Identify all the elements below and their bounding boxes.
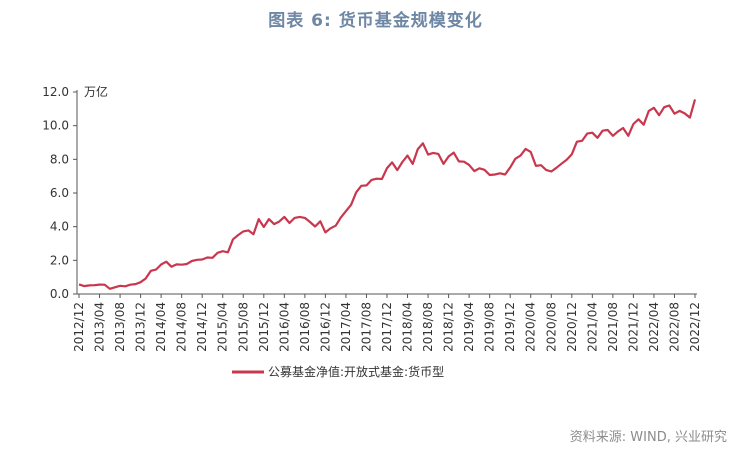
y-tick-label: 8.0: [50, 152, 69, 166]
x-tick-label: 2012/12: [72, 302, 86, 352]
x-tick-label: 2018/12: [442, 302, 456, 352]
x-tick-label: 2018/04: [401, 302, 415, 352]
x-tick-label: 2013/12: [134, 302, 148, 352]
y-tick-label: 12.0: [42, 85, 69, 99]
x-tick-label: 2015/08: [236, 302, 250, 352]
y-tick-label: 0.0: [50, 287, 69, 301]
x-tick-label: 2018/08: [421, 302, 435, 352]
x-tick-label: 2014/08: [175, 302, 189, 352]
y-tick-label: 2.0: [50, 253, 69, 267]
y-unit-label: 万亿: [84, 84, 108, 99]
x-axis: 2012/12 2013/04 2013/08 2013/12 2014/04 2014/…: [72, 293, 702, 352]
x-tick-label: 2015/12: [257, 302, 271, 352]
x-tick-label: 2022/12: [688, 302, 702, 352]
x-tick-label: 2016/08: [298, 302, 312, 352]
x-tick-label: 2019/12: [503, 302, 517, 352]
x-tick-label: 2022/04: [647, 302, 661, 352]
x-tick-label: 2017/04: [339, 302, 353, 352]
y-tick-label: 10.0: [42, 119, 69, 133]
x-tick-label: 2022/08: [667, 302, 681, 352]
x-tick-label: 2020/12: [565, 302, 579, 352]
legend: 公募基金净值:开放式基金:货币型: [232, 364, 444, 379]
series-line: [78, 99, 697, 290]
x-tick-label: 2019/08: [483, 302, 497, 352]
x-tick-label: 2015/04: [216, 302, 230, 352]
x-tick-label: 2014/12: [195, 302, 209, 352]
x-tick-label: 2017/12: [380, 302, 394, 352]
x-tick-label: 2013/04: [93, 302, 107, 352]
x-tick-label: 2016/04: [277, 302, 291, 352]
source-note: 资料来源: WIND, 兴业研究: [569, 430, 727, 445]
x-tick-label: 2016/12: [318, 302, 332, 352]
chart-title: 图表 6: 货币基金规模变化: [268, 11, 483, 31]
y-tick-label: 6.0: [50, 186, 69, 200]
y-tick-label: 4.0: [50, 220, 69, 234]
x-tick-label: 2014/04: [154, 302, 168, 352]
series-group: [78, 99, 697, 290]
legend-label: 公募基金净值:开放式基金:货币型: [268, 364, 444, 379]
x-tick-label: 2017/08: [359, 302, 373, 352]
x-tick-label: 2020/08: [544, 302, 558, 352]
x-tick-label: 2021/08: [606, 302, 620, 352]
x-tick-label: 2021/04: [585, 302, 599, 352]
x-tick-label: 2019/04: [462, 302, 476, 352]
x-tick-label: 2020/04: [524, 302, 538, 352]
x-tick-label: 2021/12: [626, 302, 640, 352]
x-tick-label: 2013/08: [113, 302, 127, 352]
y-axis: 0.0 2.0 4.0 6.0 8.0 10.0 12.0: [42, 85, 78, 301]
